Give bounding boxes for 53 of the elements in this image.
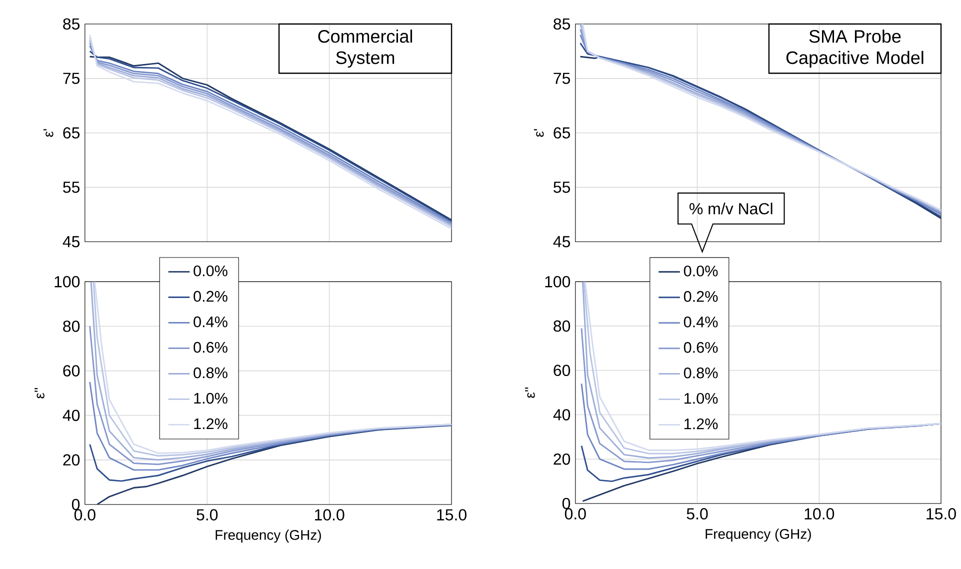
y-tick-label: 75 bbox=[554, 72, 570, 84]
x-tick-label: 5.0 bbox=[196, 508, 218, 520]
legend-label: 1.0% bbox=[684, 392, 718, 404]
x-tick-label: 10.0 bbox=[804, 508, 834, 520]
y-tick-label: 55 bbox=[554, 182, 570, 193]
y-tick-label: 65 bbox=[554, 127, 570, 138]
x-tick-label: 15.0 bbox=[437, 508, 466, 520]
legend-label: 0.8% bbox=[684, 367, 718, 378]
y-tick-label: 80 bbox=[554, 320, 570, 332]
legend-label: 1.2% bbox=[684, 418, 718, 430]
legend-label: 0.6% bbox=[194, 342, 228, 353]
y-tick-label: 40 bbox=[553, 408, 570, 420]
annotation: Commercial System bbox=[318, 29, 412, 68]
legend-title: % m/v NaCl bbox=[690, 202, 772, 214]
legend-label: 0.4% bbox=[684, 316, 718, 328]
x-tick-label: 0.0 bbox=[564, 508, 586, 520]
legend-label: 0.0% bbox=[684, 265, 718, 276]
legend-label: 0.4% bbox=[194, 316, 228, 328]
legend-label: 0.2% bbox=[194, 290, 228, 302]
legend-label: 0.8% bbox=[194, 367, 228, 378]
x-tick-label: 15.0 bbox=[926, 508, 956, 520]
legend-label: 1.2% bbox=[194, 418, 228, 429]
y-tick-label: 45 bbox=[62, 236, 80, 248]
legend-label: 0.2% bbox=[684, 290, 718, 302]
annotation: SMA Probe Capacitive Model bbox=[786, 29, 924, 68]
x-tick-label: 10.0 bbox=[314, 508, 344, 520]
y-tick-label: 100 bbox=[545, 276, 570, 288]
y-tick-label: 20 bbox=[554, 453, 570, 465]
y-tick-label: 45 bbox=[553, 236, 570, 248]
y-tick-label: 40 bbox=[62, 410, 80, 421]
y-tick-label: 0 bbox=[562, 498, 570, 509]
y-axis-title: ε'' bbox=[525, 387, 535, 398]
x-tick-label: 5.0 bbox=[686, 508, 708, 520]
y-tick-label: 75 bbox=[63, 72, 80, 84]
x-tick-label: 0.0 bbox=[74, 508, 96, 520]
y-tick-label: 0 bbox=[72, 498, 80, 510]
y-tick-label: 85 bbox=[63, 18, 80, 30]
y-axis-title: ε'' bbox=[34, 388, 44, 398]
y-tick-label: 65 bbox=[63, 127, 80, 138]
x-axis-title: Frequency (GHz) bbox=[216, 529, 321, 542]
y-tick-label: 55 bbox=[63, 182, 80, 193]
x-axis-title: Frequency (GHz) bbox=[706, 528, 811, 542]
y-axis-title: ε' bbox=[534, 128, 544, 137]
y-tick-label: 100 bbox=[54, 276, 80, 288]
legend-label: 0.0% bbox=[194, 265, 228, 276]
legend-label: 0.6% bbox=[684, 342, 718, 353]
y-tick-label: 20 bbox=[63, 454, 80, 466]
y-tick-label: 60 bbox=[554, 364, 570, 376]
y-axis-title: ε' bbox=[44, 128, 54, 137]
y-tick-label: 80 bbox=[63, 320, 80, 332]
legend-label: 1.0% bbox=[194, 392, 228, 404]
y-tick-label: 85 bbox=[554, 18, 570, 30]
y-tick-label: 60 bbox=[63, 364, 80, 376]
